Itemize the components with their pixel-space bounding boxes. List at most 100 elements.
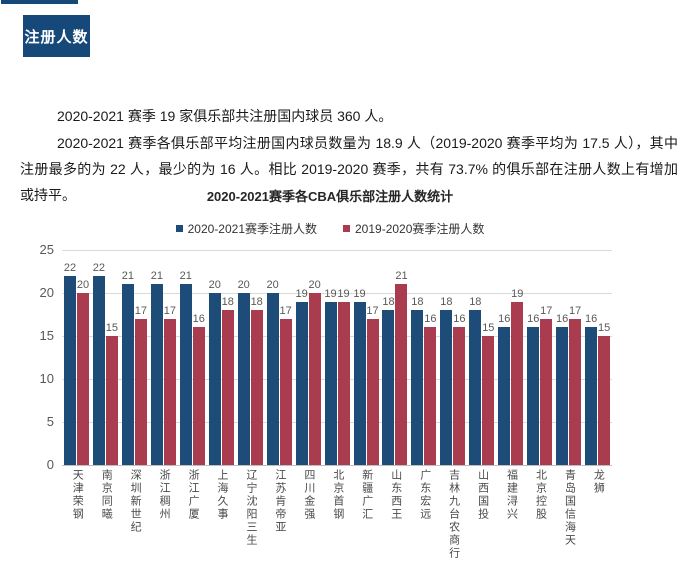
category-label-cell: 山西国投: [467, 469, 496, 565]
bar-value-label-2020-2021: 16: [527, 313, 540, 326]
category-label: 浙江广厦: [187, 469, 200, 521]
bar-value-label-2020-2021: 21: [179, 270, 192, 283]
bar-slot-2020-2021: 18: [382, 250, 395, 465]
bar-2019-2020: [337, 301, 350, 465]
category-label: 福建浔兴: [505, 469, 518, 521]
category-label: 南京同曦: [100, 469, 113, 521]
category-label-cell: 山东西王: [380, 469, 409, 565]
bar-slot-2020-2021: 16: [585, 250, 597, 465]
chart-legend: 2020-2021赛季注册人数 2019-2020赛季注册人数: [0, 220, 660, 237]
category-label-cell: 南京同曦: [91, 469, 120, 565]
bar-group: 20 18: [236, 250, 265, 465]
category-label: 北京首钢: [331, 469, 344, 521]
category-label-cell: 吉林九台农商行: [438, 469, 467, 565]
bar-group: 18 21: [380, 250, 409, 465]
category-label-cell: 浙江广厦: [178, 469, 207, 565]
bar-slot-2020-2021: 19: [324, 250, 337, 465]
bar-2020-2021: [527, 327, 540, 465]
bar-group: 18 15: [467, 250, 496, 465]
bar-groups: 22 20 22 15 21 17 21 17 21 16 20 18 20 18 20 17 19 20 19 19…: [62, 250, 612, 465]
category-label-cell: 江苏肯帝亚: [265, 469, 294, 565]
bar-2020-2021: [353, 301, 366, 465]
bar-2019-2020: [221, 310, 234, 465]
bar-slot-2020-2021: 21: [122, 250, 134, 465]
bar-slot-2020-2021: 20: [267, 250, 279, 465]
bar-slot-2019-2020: 17: [540, 250, 552, 465]
bar-group: 19 20: [294, 250, 323, 465]
bar-2019-2020: [511, 301, 524, 465]
bar-2020-2021: [440, 310, 453, 465]
bar-value-label-2020-2021: 20: [237, 279, 250, 291]
bar-value-label-2020-2021: 19: [324, 287, 337, 300]
bar-2020-2021: [237, 293, 250, 465]
bar-2019-2020: [76, 293, 89, 465]
bar-value-label-2019-2020: 16: [424, 313, 437, 326]
bar-value-label-2019-2020: 17: [366, 304, 379, 317]
bar-group: 21 17: [120, 250, 149, 465]
category-label: 青岛国信海天: [563, 469, 576, 547]
bar-group: 16 15: [583, 250, 612, 465]
bar-value-label-2019-2020: 20: [76, 279, 90, 291]
bar-value-label-2020-2021: 21: [150, 270, 163, 283]
bar-slot-2020-2021: 16: [498, 250, 510, 465]
category-label-cell: 青岛国信海天: [554, 469, 583, 565]
bar-value-label-2020-2021: 22: [92, 261, 106, 274]
bar-slot-2019-2020: 19: [337, 250, 350, 465]
bar-value-label-2020-2021: 20: [208, 279, 221, 291]
category-label-cell: 新疆广汇: [352, 469, 381, 565]
category-label-cell: 辽宁沈阳三生: [236, 469, 265, 565]
bar-slot-2020-2021: 18: [440, 250, 452, 465]
bar-slot-2019-2020: 17: [366, 250, 379, 465]
bar-group: 18 16: [409, 250, 438, 465]
bar-group: 16 19: [496, 250, 525, 465]
bar-2020-2021: [585, 327, 598, 465]
bar-slot-2019-2020: 15: [106, 250, 118, 465]
bar-2019-2020: [395, 284, 408, 465]
chart-title: 2020-2021赛季各CBA俱乐部注册人数统计: [206, 189, 454, 204]
bar-slot-2019-2020: 17: [280, 250, 292, 465]
bar-value-label-2019-2020: 19: [337, 287, 350, 300]
bar-group: 21 17: [149, 250, 178, 465]
y-tick-label: 25: [39, 242, 54, 257]
bar-value-label-2020-2021: 18: [469, 296, 482, 309]
bar-slot-2020-2021: 22: [64, 250, 76, 465]
bar-slot-2019-2020: 21: [395, 250, 408, 465]
y-tick-label: 5: [46, 414, 54, 429]
bar-slot-2019-2020: 16: [453, 250, 465, 465]
bar-group: 21 16: [178, 250, 207, 465]
bar-slot-2019-2020: 16: [424, 250, 437, 465]
category-label: 山西国投: [476, 469, 489, 521]
bar-group: 20 18: [207, 250, 236, 465]
bar-slot-2019-2020: 16: [193, 250, 205, 465]
bar-2019-2020: [250, 310, 263, 465]
bar-value-label-2020-2021: 18: [411, 296, 424, 309]
bar-group: 19 17: [352, 250, 381, 465]
bar-slot-2019-2020: 17: [569, 250, 581, 465]
legend-swatch-2020-2021: [175, 225, 183, 232]
category-label: 浙江稠州: [158, 469, 171, 521]
bar-2020-2021: [63, 275, 76, 465]
plot-area: 22 20 22 15 21 17 21 17 21 16 20 18 20 18 20 17 19 20 19 19…: [62, 250, 612, 466]
bar-value-label-2019-2020: 18: [221, 296, 234, 309]
bar-slot-2019-2020: 17: [135, 250, 147, 465]
bar-2020-2021: [324, 301, 337, 465]
bar-2019-2020: [482, 336, 495, 465]
bar-value-label-2020-2021: 16: [585, 313, 598, 326]
bar-2019-2020: [598, 336, 611, 465]
bar-2019-2020: [569, 318, 582, 465]
bar-value-label-2019-2020: 15: [105, 322, 119, 334]
legend-item-2019-2020: 2019-2020赛季注册人数: [343, 220, 484, 237]
category-label-cell: 浙江稠州: [149, 469, 178, 565]
bar-value-label-2020-2021: 18: [382, 296, 395, 309]
y-tick-label: 10: [39, 371, 54, 386]
bar-2020-2021: [92, 275, 105, 465]
bar-value-label-2019-2020: 16: [192, 313, 205, 326]
bar-group: 16 17: [525, 250, 554, 465]
bar-value-label-2019-2020: 20: [308, 279, 321, 291]
bar-slot-2019-2020: 20: [308, 250, 321, 465]
section-badge: 注册人数: [23, 15, 90, 57]
bar-2020-2021: [556, 327, 569, 465]
bar-value-label-2019-2020: 15: [482, 322, 495, 334]
bar-slot-2020-2021: 22: [93, 250, 105, 465]
bar-group: 22 20: [62, 250, 91, 465]
